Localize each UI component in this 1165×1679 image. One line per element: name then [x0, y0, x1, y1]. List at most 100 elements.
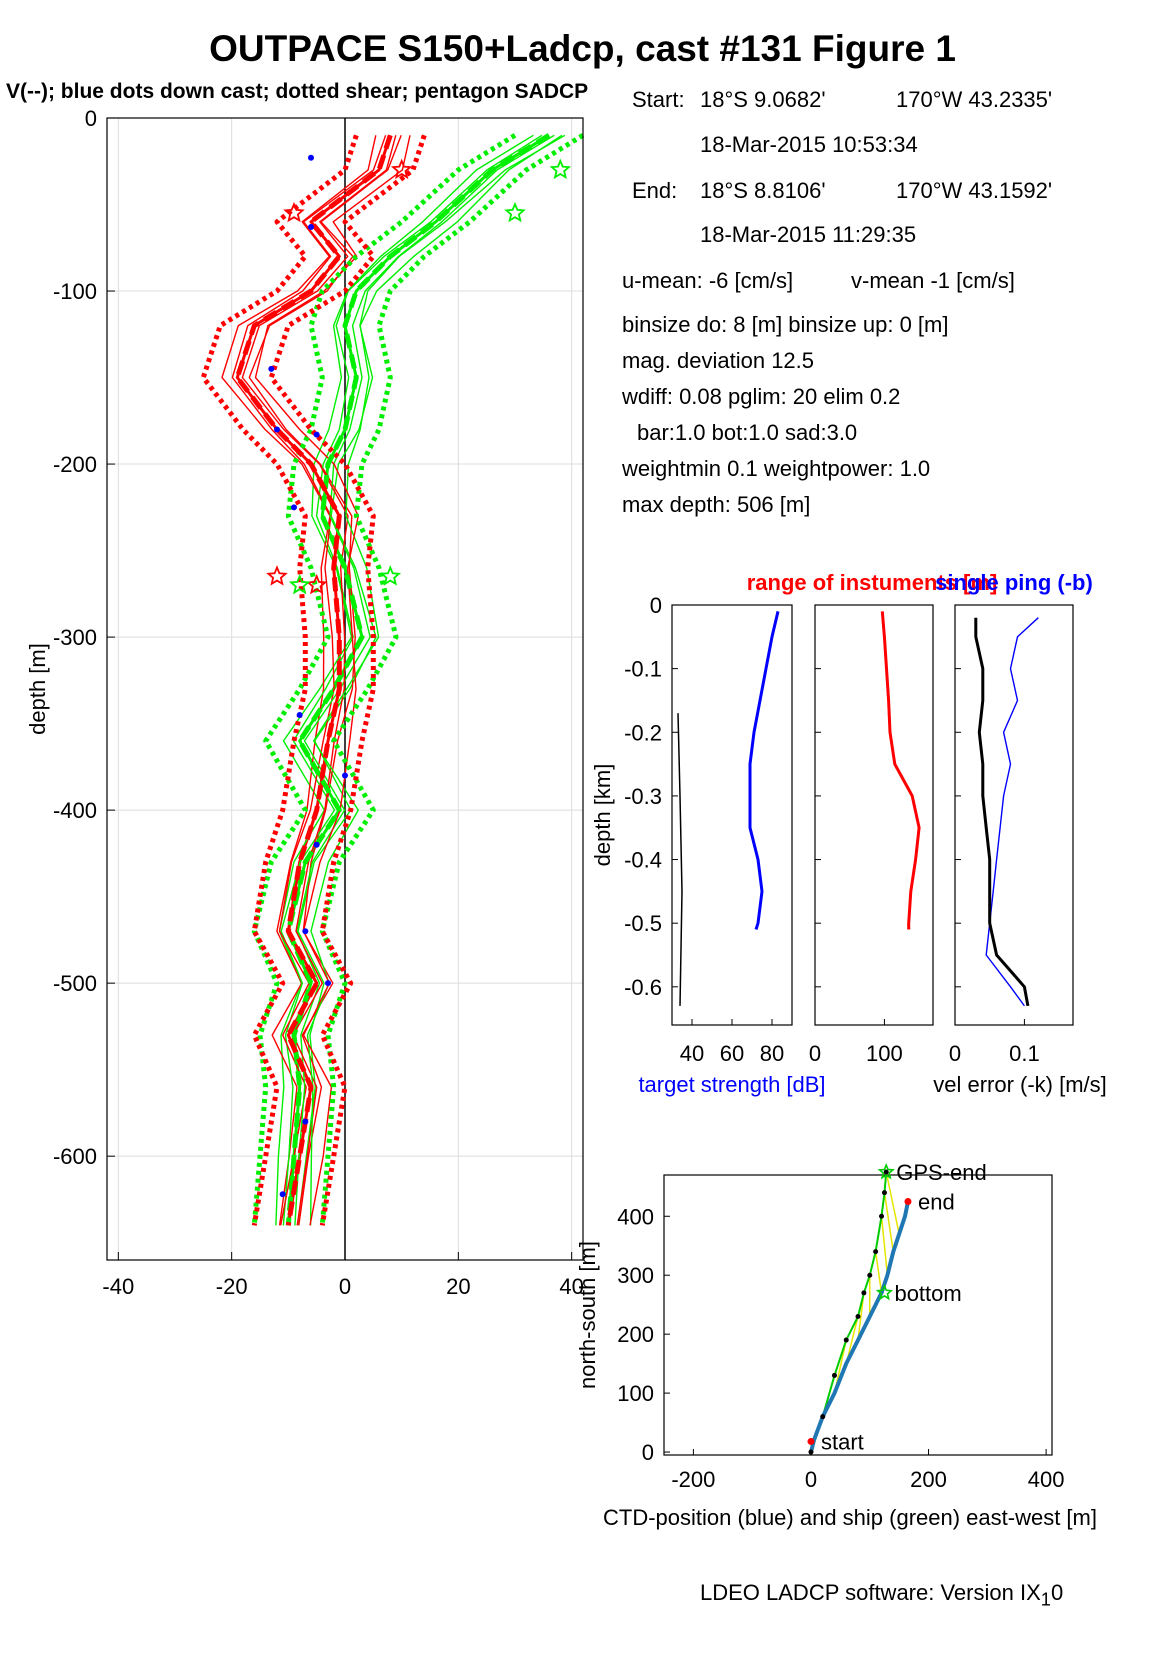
y-tick-label: -0.5 — [624, 911, 662, 936]
v-profile-line — [294, 134, 555, 1226]
downcast-dot — [302, 1118, 309, 1125]
panel-frame — [814, 604, 934, 1026]
weight: weightmin 0.1 weightpower: 1.0 — [622, 456, 931, 481]
y-tick-label: 0 — [85, 106, 97, 131]
v-mean-dashed — [285, 133, 551, 1226]
v-shear-dotted — [319, 133, 585, 1226]
y-tick-label: 100 — [617, 1381, 654, 1406]
sadcp-v-marker — [288, 573, 311, 595]
plot-frame — [106, 117, 584, 1261]
figure-subtitle: V(--); blue dots down cast; dotted shear… — [6, 80, 589, 103]
position-annotation: GPS-end — [896, 1160, 987, 1185]
software-subscript: 1 — [1040, 1588, 1051, 1610]
instrument-range-plot: 0 100 range of instuments [m] — [747, 570, 998, 1066]
start-marker — [807, 1437, 815, 1445]
software-text: LDEO LADCP software: Version IX — [700, 1580, 1041, 1605]
ship-ctd-link — [883, 1192, 895, 1252]
sadcp-v-marker — [549, 158, 572, 180]
u-profile-line — [241, 135, 397, 1226]
u-profile-line — [254, 135, 411, 1226]
v-mean: v-mean -1 [cm/s] — [851, 268, 1015, 293]
downcast-dot — [302, 928, 309, 935]
ship-fix-dot — [831, 1372, 837, 1378]
software-version: LDEO LADCP software: Version IX10 — [700, 1580, 1063, 1610]
x-tick-label: 80 — [760, 1041, 784, 1066]
downcast-dot — [274, 426, 280, 433]
y-tick-label: -0.3 — [624, 784, 662, 809]
max-depth: max depth: 506 [m] — [622, 492, 811, 517]
v-profile-line — [280, 134, 543, 1226]
ship-fix-dot — [881, 1190, 887, 1196]
x-tick-label: 0 — [809, 1041, 821, 1066]
target-strength-line — [748, 611, 780, 930]
noise-level-line — [677, 713, 683, 1006]
ship-fix-dot — [820, 1414, 826, 1420]
x-tick-label: -20 — [216, 1274, 248, 1299]
ship-fix-dot — [861, 1290, 867, 1296]
downcast-dot — [313, 431, 320, 438]
panel-frame — [954, 604, 1074, 1026]
end-label: End: — [632, 178, 678, 203]
ts-y-axis-label: depth [km] — [590, 764, 615, 867]
downcast-dot — [279, 1191, 286, 1198]
x-tick-label: 100 — [866, 1041, 903, 1066]
sadcp-u-marker — [266, 565, 288, 586]
gps-end-marker — [877, 1163, 895, 1180]
velocity-profile-plot: -40 -20 0 20 400-100-200-300-400-500-600dept… — [25, 106, 585, 1299]
position-x-axis-label: CTD-position (blue) and ship (green) eas… — [603, 1505, 1097, 1530]
downcast-dot — [308, 224, 314, 231]
u-profile-line — [231, 135, 387, 1226]
v-shear-dotted — [251, 133, 517, 1226]
error-x-axis-label: vel error (-k) [m/s] — [933, 1072, 1107, 1097]
binsize: binsize do: 8 [m] binsize up: 0 [m] — [622, 312, 949, 337]
start-latitude: 18°S 9.0682' — [700, 87, 826, 112]
u-mean-dashed — [234, 134, 393, 1226]
figure-title: OUTPACE S150+Ladcp, cast #131 Figure 1 — [209, 28, 956, 69]
end-longitude: 170°W 43.1592' — [896, 178, 1053, 203]
y-tick-label: -0.6 — [624, 975, 662, 1000]
x-tick-label: 0 — [339, 1274, 351, 1299]
y-tick-label: -0.1 — [624, 657, 662, 682]
x-tick-label: 20 — [446, 1274, 470, 1299]
mag-deviation: mag. deviation 12.5 — [622, 348, 815, 373]
bottom-marker — [875, 1283, 894, 1301]
x-tick-label: 60 — [720, 1041, 744, 1066]
end-marker — [904, 1198, 912, 1206]
end-latitude: 18°S 8.8106' — [700, 178, 826, 203]
downcast-dot — [308, 154, 314, 161]
x-tick-label: -200 — [671, 1467, 715, 1492]
ship-fix-dot — [879, 1213, 885, 1219]
sadcp-v-marker — [379, 565, 402, 586]
u-shear-dotted — [200, 134, 359, 1226]
position-y-axis-label: north-south [m] — [575, 1241, 600, 1389]
single-ping-error-line — [985, 617, 1039, 1007]
y-tick-label: -200 — [53, 452, 97, 477]
x-tick-label: -40 — [102, 1274, 134, 1299]
x-tick-label: 0 — [805, 1467, 817, 1492]
position-annotation: bottom — [894, 1281, 961, 1306]
wdiff: wdiff: 0.08 pglim: 20 elim 0.2 — [622, 384, 901, 409]
ship-fix-dot — [873, 1249, 879, 1255]
x-tick-label: 0.1 — [1009, 1041, 1040, 1066]
panel-frame — [671, 604, 793, 1026]
ship-fix-dot — [855, 1313, 861, 1319]
position-plot: -200 0 200 400 0 100 200 300 400 GPS-end end bottom… — [575, 1160, 1097, 1530]
position-annotation: start — [821, 1429, 864, 1454]
x-tick-label: 40 — [559, 1274, 583, 1299]
downcast-dot — [296, 711, 303, 718]
velocity-error-plot: 0 0.1 single ping (-b) vel error (-k) [m/s] — [933, 570, 1107, 1097]
ship-ctd-link — [880, 1216, 889, 1276]
range-panel-title: range of instuments [m] — [747, 570, 998, 595]
x-tick-label: 0 — [949, 1041, 961, 1066]
range-line — [880, 611, 921, 930]
sadcp-u-marker — [283, 201, 305, 223]
y-tick-label: 0 — [650, 593, 662, 618]
start-time: 18-Mar-2015 10:53:34 — [700, 132, 918, 157]
sadcp-v-marker — [504, 201, 526, 223]
velocity-error-line — [974, 617, 1030, 1007]
target-strength-plot: 40 60 80 0 -0.1 -0.2 -0.3 -0.4 -0.5 -0.6 target st… — [590, 593, 826, 1097]
y-tick-label: 0 — [642, 1440, 654, 1465]
y-tick-label: -500 — [53, 971, 97, 996]
sadcp-u-marker — [305, 573, 328, 595]
ship-ctd-link — [874, 1251, 883, 1294]
